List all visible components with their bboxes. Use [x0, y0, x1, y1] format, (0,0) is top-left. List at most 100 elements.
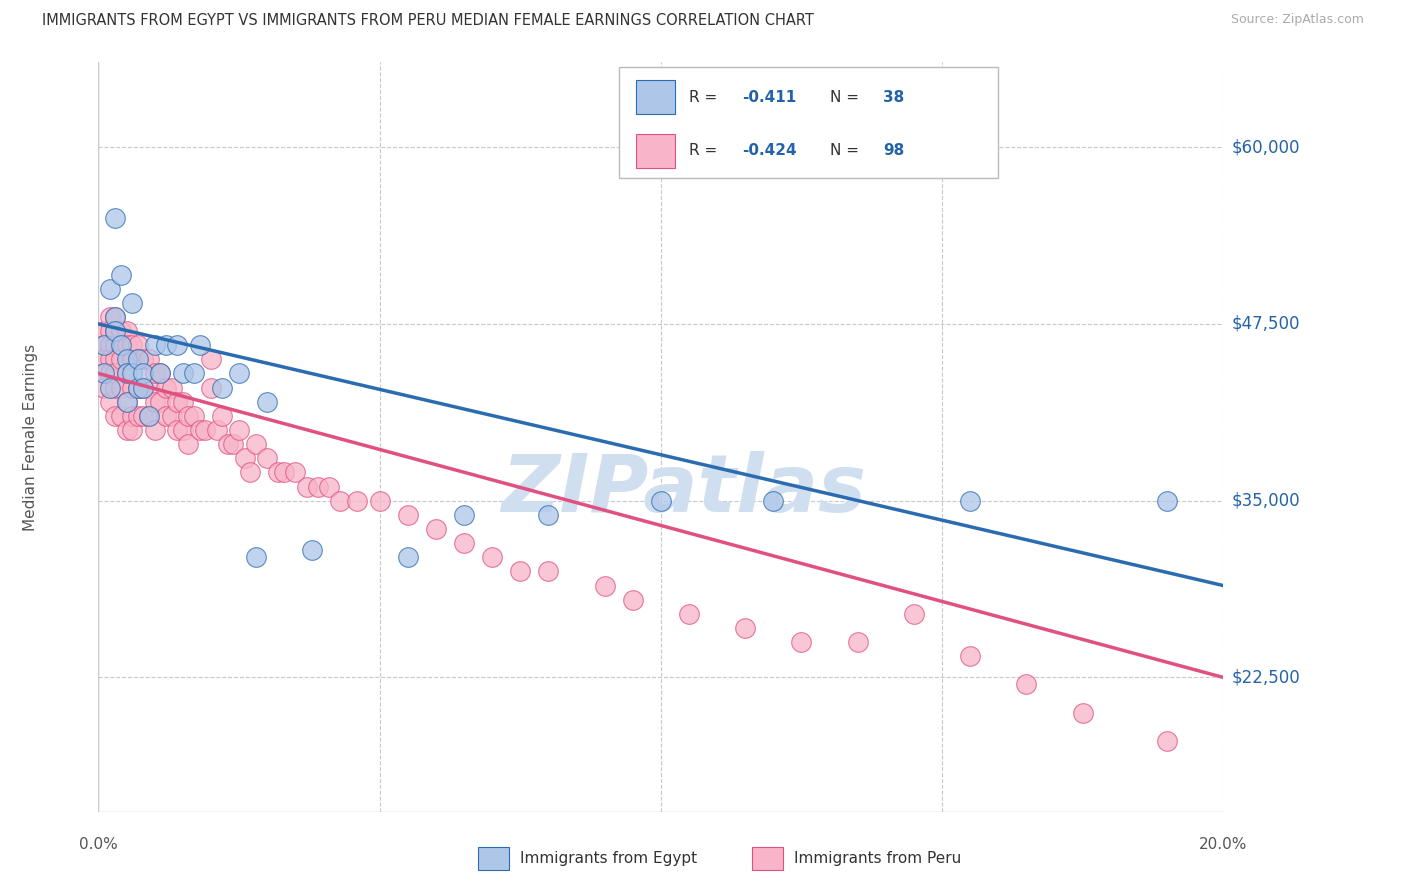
- Point: [267, 466, 290, 480]
- Point: [115, 367, 138, 381]
- Point: [1156, 734, 1178, 748]
- Point: [121, 295, 143, 310]
- Point: [93, 338, 115, 352]
- Point: [127, 409, 149, 423]
- Point: [121, 423, 143, 437]
- Text: 0.0%: 0.0%: [79, 837, 118, 852]
- Point: [104, 367, 127, 381]
- Point: [149, 394, 172, 409]
- Point: [318, 479, 340, 493]
- Point: [104, 310, 127, 324]
- Point: [143, 338, 166, 352]
- Text: IMMIGRANTS FROM EGYPT VS IMMIGRANTS FROM PERU MEDIAN FEMALE EARNINGS CORRELATION: IMMIGRANTS FROM EGYPT VS IMMIGRANTS FROM…: [42, 13, 814, 29]
- Point: [200, 381, 222, 395]
- Point: [104, 324, 127, 338]
- Point: [115, 394, 138, 409]
- Point: [621, 592, 644, 607]
- Point: [239, 466, 262, 480]
- Point: [149, 367, 172, 381]
- Point: [205, 423, 228, 437]
- Point: [453, 536, 475, 550]
- Point: [233, 451, 256, 466]
- Point: [98, 394, 121, 409]
- Point: [138, 381, 160, 395]
- Point: [183, 367, 205, 381]
- Text: N =: N =: [830, 90, 863, 104]
- Point: [846, 635, 869, 649]
- Point: [104, 381, 127, 395]
- Point: [110, 268, 132, 282]
- Point: [98, 324, 121, 338]
- Point: [245, 550, 267, 565]
- Point: [138, 409, 160, 423]
- Point: [188, 423, 211, 437]
- Point: [211, 381, 233, 395]
- Point: [132, 367, 155, 381]
- Point: [104, 338, 127, 352]
- Point: [172, 367, 194, 381]
- Point: [329, 493, 352, 508]
- Point: [903, 607, 925, 621]
- Point: [155, 381, 177, 395]
- Point: [194, 423, 217, 437]
- Point: [790, 635, 813, 649]
- Point: [346, 493, 368, 508]
- Point: [284, 466, 307, 480]
- Point: [160, 381, 183, 395]
- Point: [132, 381, 155, 395]
- Point: [177, 437, 200, 451]
- Text: $47,500: $47,500: [1232, 315, 1301, 333]
- Point: [155, 409, 177, 423]
- Point: [132, 381, 155, 395]
- Point: [121, 367, 143, 381]
- Point: [110, 352, 132, 367]
- Text: R =: R =: [689, 144, 723, 158]
- Point: [127, 381, 149, 395]
- Point: [98, 282, 121, 296]
- Point: [537, 565, 560, 579]
- Point: [200, 352, 222, 367]
- Point: [396, 508, 419, 522]
- Point: [481, 550, 503, 565]
- Point: [425, 522, 447, 536]
- Point: [149, 367, 172, 381]
- Point: [453, 508, 475, 522]
- Point: [110, 409, 132, 423]
- Point: [115, 367, 138, 381]
- Point: [211, 409, 233, 423]
- Text: N =: N =: [830, 144, 863, 158]
- Text: $35,000: $35,000: [1232, 491, 1301, 509]
- Point: [115, 352, 138, 367]
- Point: [121, 409, 143, 423]
- Text: Source: ZipAtlas.com: Source: ZipAtlas.com: [1230, 13, 1364, 27]
- Text: ZIPatlas: ZIPatlas: [501, 450, 866, 529]
- Point: [132, 409, 155, 423]
- Text: -0.411: -0.411: [742, 90, 797, 104]
- Point: [228, 367, 250, 381]
- Point: [115, 338, 138, 352]
- Point: [245, 437, 267, 451]
- Point: [104, 310, 127, 324]
- Point: [256, 451, 278, 466]
- Point: [138, 409, 160, 423]
- Point: [177, 409, 200, 423]
- Point: [959, 493, 981, 508]
- Point: [110, 338, 132, 352]
- Point: [762, 493, 785, 508]
- Point: [295, 479, 318, 493]
- Point: [160, 409, 183, 423]
- Point: [734, 621, 756, 635]
- Point: [509, 565, 531, 579]
- Point: [183, 409, 205, 423]
- Point: [593, 578, 616, 592]
- Point: [127, 352, 149, 367]
- Point: [217, 437, 239, 451]
- Point: [104, 211, 127, 225]
- Text: Immigrants from Egypt: Immigrants from Egypt: [520, 851, 697, 866]
- Point: [98, 381, 121, 395]
- Point: [143, 367, 166, 381]
- Point: [959, 649, 981, 664]
- Point: [110, 381, 132, 395]
- Point: [166, 394, 188, 409]
- Point: [228, 423, 250, 437]
